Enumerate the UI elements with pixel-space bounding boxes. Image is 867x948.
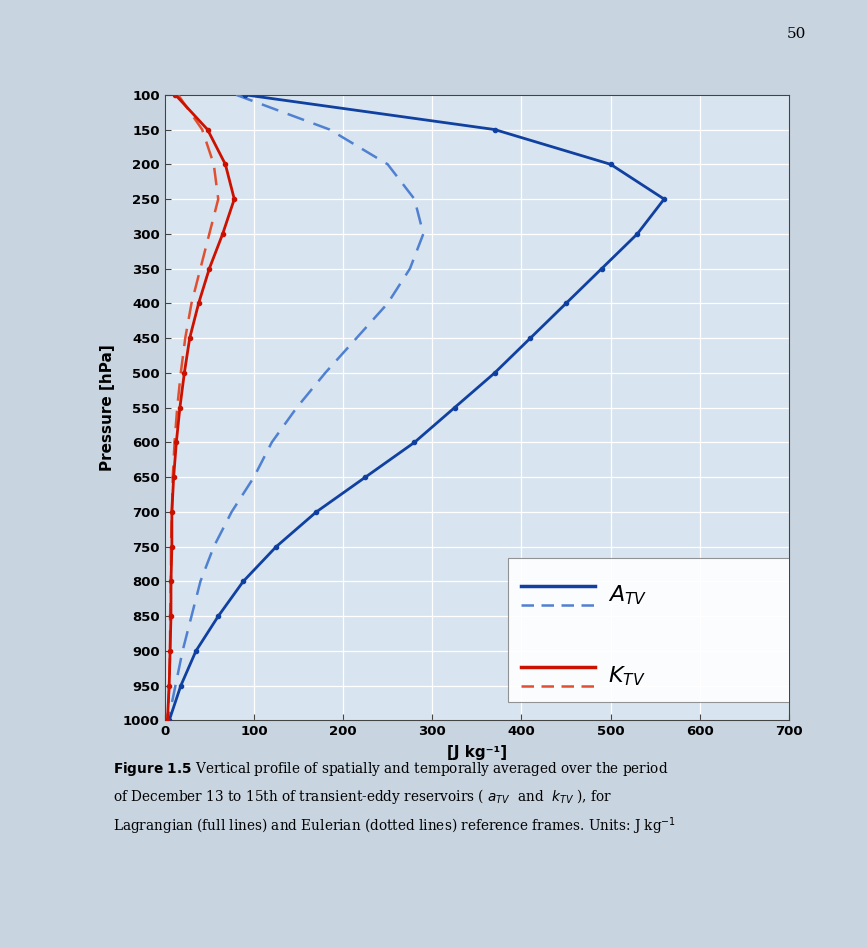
Text: $K_{TV}$: $K_{TV}$ [608, 665, 646, 688]
Y-axis label: Pressure [hPa]: Pressure [hPa] [100, 344, 114, 471]
X-axis label: [J kg⁻¹]: [J kg⁻¹] [447, 745, 507, 760]
Text: $A_{TV}$: $A_{TV}$ [608, 584, 648, 607]
Text: 50: 50 [787, 27, 806, 41]
Bar [508, 557, 808, 702]
Text: $\mathbf{Figure\ 1.5}$ Vertical profile of spatially and temporally averaged ove: $\mathbf{Figure\ 1.5}$ Vertical profile … [113, 760, 676, 837]
